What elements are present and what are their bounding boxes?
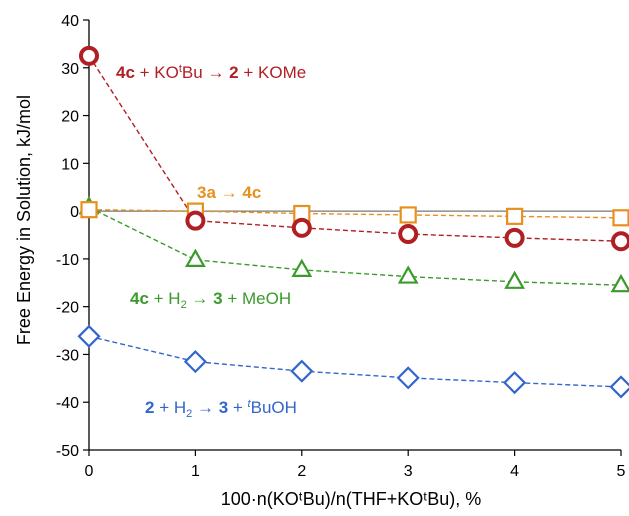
data-point-circle: [79, 45, 99, 66]
series-label-part: + H: [149, 289, 181, 308]
series-label-part: t: [248, 398, 252, 410]
series-label-part: BuOH: [251, 398, 297, 417]
data-point-triangle: [291, 258, 313, 277]
y-tick-label: 30: [61, 61, 79, 78]
series-label-square: 3a → 4c: [197, 183, 261, 202]
data-point-diamond: [503, 371, 527, 395]
series-label-part: + KO: [135, 63, 179, 82]
series-label-part: →: [187, 289, 213, 308]
series-line-circle: [88, 55, 622, 242]
series-label-part: 3: [213, 289, 222, 308]
y-tick-label: 10: [61, 156, 79, 173]
series-label-circle: 4c + KOtBu → 2 + KOMe: [116, 63, 306, 82]
data-point-diamond: [290, 359, 314, 383]
y-tick-label: 20: [61, 109, 79, 126]
x-tick-label: 1: [191, 463, 200, 480]
y-tick-label: -10: [56, 252, 79, 269]
data-point-circle: [504, 227, 525, 248]
series-label-part: t: [179, 63, 182, 75]
series-label-part: 4c: [130, 289, 149, 308]
data-point-diamond: [77, 324, 101, 348]
x-axis-title: 100·n(KOᵗBu)/n(THF+KOᵗBu), %: [221, 489, 482, 509]
data-point-diamond: [609, 375, 629, 399]
series-line-triangle: [88, 206, 622, 286]
data-point-circle: [398, 224, 419, 245]
y-tick-label: -20: [56, 300, 79, 317]
x-tick-label: 3: [404, 463, 413, 480]
data-point-triangle: [185, 248, 206, 267]
data-point-triangle: [397, 265, 419, 284]
data-point-square: [506, 207, 524, 225]
series-label-triangle: 4c + H2 → 3 + MeOH: [130, 289, 291, 311]
y-tick-label: -30: [56, 347, 79, 364]
series-label-part: 2: [229, 63, 238, 82]
data-point-circle: [611, 231, 629, 252]
data-point-square: [80, 201, 98, 219]
y-tick-label: -50: [56, 443, 79, 460]
series-label-part: + H: [154, 398, 186, 417]
x-tick-label: 5: [617, 463, 626, 480]
data-point-circle: [291, 217, 312, 238]
data-point-triangle: [504, 270, 525, 289]
series-label-diamond: 2 + H2 → 3 + tBuOH: [145, 398, 297, 420]
data-point-square: [399, 206, 417, 224]
series-label-part: Bu →: [182, 63, 229, 82]
series-label-part: 2: [186, 408, 192, 420]
series-label-part: 3: [219, 398, 228, 417]
series-label-part: 3a: [197, 183, 216, 202]
y-tick-label: -40: [56, 395, 79, 412]
series-label-part: + KOMe: [239, 63, 307, 82]
x-tick-label: 4: [510, 463, 519, 480]
data-point-circle: [185, 210, 206, 231]
series-label-part: 4c: [116, 63, 135, 82]
series-line-diamond: [88, 335, 622, 388]
x-tick-label: 0: [85, 463, 94, 480]
x-tick-label: 2: [297, 463, 306, 480]
data-point-diamond: [396, 366, 420, 390]
series-label-part: →: [216, 183, 242, 202]
series-label-part: +: [228, 398, 247, 417]
data-point-triangle: [610, 273, 629, 293]
y-tick-label: 0: [70, 204, 79, 221]
series-label-part: 4c: [242, 183, 261, 202]
data-point-square: [612, 209, 629, 227]
series-line-square: [88, 208, 622, 219]
y-axis-title: Free Energy in Solution, kJ/mol: [14, 95, 34, 345]
series-label-part: →: [192, 398, 218, 417]
series-label-part: + MeOH: [223, 289, 292, 308]
series-label-part: 2: [181, 299, 187, 311]
data-point-diamond: [183, 350, 207, 374]
y-tick-label: 40: [61, 13, 79, 30]
series-label-part: 2: [145, 398, 154, 417]
